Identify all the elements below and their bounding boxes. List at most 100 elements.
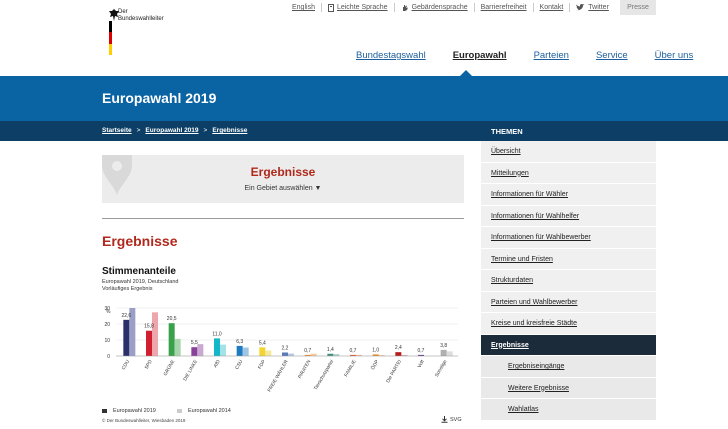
bar-2014 xyxy=(288,353,294,356)
sidebar-item-strukturdaten[interactable]: Strukturdaten xyxy=(481,270,656,292)
results-heading: Ergebnisse xyxy=(102,233,178,249)
y-tick-label: 30 xyxy=(104,306,110,312)
sidebar-item-waehler[interactable]: Informationen für Wähler xyxy=(481,184,656,206)
link-barrierefreiheit[interactable]: Barrierefreiheit xyxy=(480,4,527,11)
bar-2014 xyxy=(129,308,136,356)
themen-sidebar: THEMEN Übersicht Mitteilungen Informatio… xyxy=(481,121,656,421)
bar-2019 xyxy=(259,347,266,356)
nav-bundestagswahl[interactable]: Bundestagswahl xyxy=(356,50,426,61)
data-label: 20,5 xyxy=(167,316,177,322)
bar-2014 xyxy=(220,344,226,356)
sidebar-subitem-weitere-ergebnisse[interactable]: Weitere Ergebnisse xyxy=(481,377,656,399)
data-label: 1,0 xyxy=(372,347,379,353)
nav-service[interactable]: Service xyxy=(595,50,628,61)
breadcrumb-ergebnisse[interactable]: Ergebnisse xyxy=(212,127,248,134)
y-tick-label: 20 xyxy=(104,322,110,328)
nav-europawahl[interactable]: Europawahl xyxy=(452,50,507,61)
bar-2019 xyxy=(168,323,175,356)
data-label: 6,3 xyxy=(236,339,243,345)
bar-2019 xyxy=(372,354,379,356)
chart-title: Stimmenanteile xyxy=(102,266,176,277)
category-label: Tierschutzpartei xyxy=(313,359,335,391)
category-label: FREIE WÄHLER xyxy=(266,358,290,393)
data-label: 2,2 xyxy=(282,345,289,351)
category-label: Volt xyxy=(417,358,427,369)
link-kontakt[interactable]: Kontakt xyxy=(539,4,564,11)
legend-swatch-2014 xyxy=(177,409,182,413)
download-icon xyxy=(441,416,448,423)
twitter-icon xyxy=(576,4,585,11)
bar-2019 xyxy=(214,338,220,356)
category-label: CSU xyxy=(234,359,245,371)
breadcrumb-europawahl[interactable]: Europawahl 2019 xyxy=(145,127,199,134)
sidebar-item-termine[interactable]: Termine und Fristen xyxy=(481,248,656,270)
bar-2014 xyxy=(152,312,158,356)
category-label: GRÜNE xyxy=(162,359,177,378)
data-label: 0,7 xyxy=(304,348,311,354)
sidebar-item-parteien[interactable]: Parteien und Wahlbewerber xyxy=(481,291,656,313)
bar-2014 xyxy=(174,338,181,356)
bar-2019 xyxy=(350,354,356,356)
svg-download-button[interactable]: SVG xyxy=(441,416,462,423)
nav-active-arrow xyxy=(459,70,473,77)
breadcrumb-startseite[interactable]: Startseite xyxy=(102,127,132,134)
bar-2019 xyxy=(418,354,424,356)
link-leichte-sprache[interactable]: Leichte Sprache xyxy=(327,3,388,12)
vote-share-chart: 0 10 20 30% 22,6 CDU 15,8 SPD 20,5 GRÜNE 5,5 DIE LI… xyxy=(104,306,458,393)
data-label: 0,7 xyxy=(418,348,425,354)
link-twitter[interactable]: Twitter xyxy=(576,4,609,11)
data-label: 22,6 xyxy=(121,313,131,319)
category-label: ÖDP xyxy=(369,359,380,372)
chart-subtitle: Europawahl 2019, Deutschland xyxy=(102,279,179,285)
area-selector[interactable]: Ergebnisse Ein Gebiet auswählen ▼ xyxy=(102,155,464,203)
bar-2019 xyxy=(395,352,402,356)
hand-icon xyxy=(402,4,408,11)
category-label: Die PARTEI xyxy=(385,359,403,384)
data-label: 1,4 xyxy=(327,347,334,353)
logo-line1: Der xyxy=(118,9,128,15)
y-tick-label: 10 xyxy=(104,338,110,344)
data-label: 5,4 xyxy=(259,340,266,346)
divider xyxy=(102,218,464,219)
bar-2019 xyxy=(191,347,198,356)
bar-2014 xyxy=(446,351,453,356)
data-label: 0,7 xyxy=(350,348,357,354)
bar-2019 xyxy=(236,345,243,356)
sidebar-item-mitteilungen[interactable]: Mitteilungen xyxy=(481,162,656,184)
site-header: Der Bundeswahlleiter English Leichte Spr… xyxy=(0,0,728,77)
bar-2014 xyxy=(242,347,249,356)
flag-icon xyxy=(109,21,112,55)
book-icon xyxy=(327,3,334,12)
sidebar-item-kreise[interactable]: Kreise und kreisfreie Städte xyxy=(481,313,656,335)
bar-2014 xyxy=(401,355,408,356)
selector-title: Ergebnisse xyxy=(250,165,316,179)
sidebar-subitem-wahlatlas[interactable]: Wahlatlas xyxy=(481,399,656,421)
bar-2014 xyxy=(333,354,340,356)
eagle-icon xyxy=(109,9,119,21)
presse-button[interactable]: Presse xyxy=(620,0,656,15)
category-label: Sonstige xyxy=(434,359,449,378)
bar-2014 xyxy=(265,350,272,356)
data-label: 2,4 xyxy=(395,345,402,351)
sidebar-item-ergebnisse[interactable]: Ergebnisse xyxy=(481,334,656,356)
legend-swatch-2019 xyxy=(102,409,107,413)
nav-ueber-uns[interactable]: Über uns xyxy=(654,50,694,61)
link-gebaerdensprache[interactable]: Gebärdensprache xyxy=(401,4,468,12)
link-english[interactable]: English xyxy=(292,4,315,11)
category-label: SPD xyxy=(144,359,154,371)
bar-2014 xyxy=(310,353,317,356)
legend-2014: Europawahl 2014 xyxy=(177,408,231,414)
sidebar-item-wahlbewerber[interactable]: Informationen für Wahlbewerber xyxy=(481,227,656,249)
site-logo[interactable]: Der Bundeswahlleiter xyxy=(108,8,164,55)
map-pin-icon xyxy=(102,155,132,195)
sidebar-item-uebersicht[interactable]: Übersicht xyxy=(481,141,656,163)
selector-dropdown[interactable]: Ein Gebiet auswählen ▼ xyxy=(244,185,322,192)
category-label: DIE LINKE xyxy=(182,359,199,382)
nav-parteien[interactable]: Parteien xyxy=(533,50,569,61)
main-nav: Bundestagswahl Europawahl Parteien Servi… xyxy=(356,50,720,61)
sidebar-subitem-ergebniseingaenge[interactable]: Ergebniseingänge xyxy=(481,356,656,378)
page-banner: Europawahl 2019 xyxy=(0,76,728,121)
sidebar-heading: THEMEN xyxy=(481,121,656,141)
data-label: 3,8 xyxy=(440,343,447,349)
sidebar-item-wahlhelfer[interactable]: Informationen für Wahlhelfer xyxy=(481,205,656,227)
